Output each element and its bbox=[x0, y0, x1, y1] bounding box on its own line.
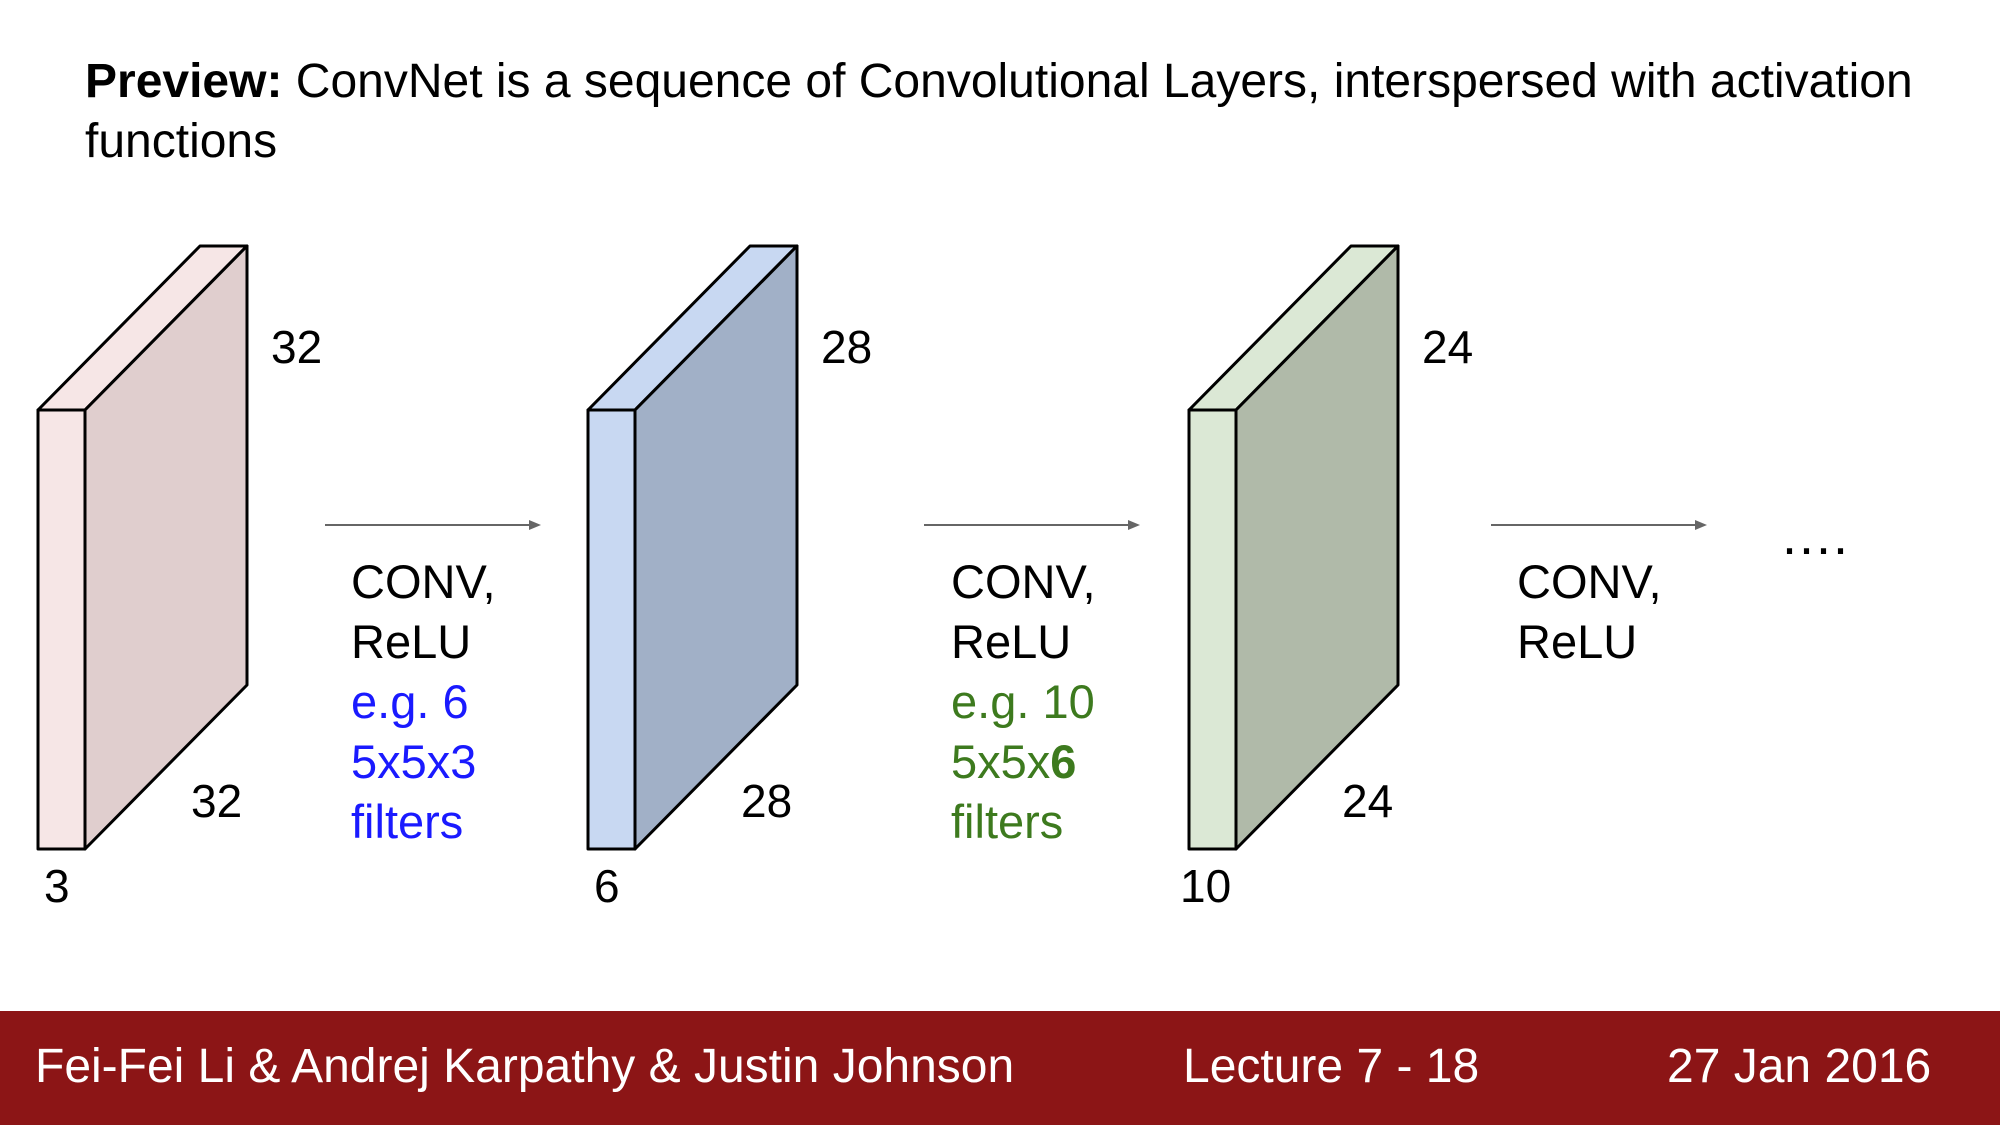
input-depth-label: 3 bbox=[44, 860, 70, 912]
conv1-volume-front bbox=[586, 408, 637, 851]
op3-line2: ReLU bbox=[1517, 615, 1638, 668]
op1-detail1: e.g. 6 bbox=[351, 675, 469, 728]
slide-heading: Preview: ConvNet is a sequence of Convol… bbox=[85, 52, 1915, 172]
arrow-1 bbox=[325, 520, 541, 530]
op2-detail3: filters bbox=[951, 795, 1064, 848]
operation-label-2: CONV, ReLU e.g. 10 5x5x6 filters bbox=[951, 552, 1096, 852]
arrow-2 bbox=[924, 520, 1140, 530]
op3-line1: CONV, bbox=[1517, 555, 1662, 608]
arrow-1-head bbox=[529, 520, 541, 530]
op2-detail2-text: 5x5x bbox=[951, 735, 1051, 788]
convnet-diagram bbox=[36, 244, 1707, 851]
conv1-height-label: 28 bbox=[821, 321, 873, 373]
conv2-depth-label: 10 bbox=[1180, 860, 1232, 912]
heading-text: ConvNet is a sequence of Convolutional L… bbox=[85, 55, 1913, 168]
conv2-width-label: 24 bbox=[1342, 775, 1394, 827]
heading-prefix: Preview: bbox=[85, 55, 283, 108]
op1-detail2-text: 5x5x3 bbox=[351, 735, 477, 788]
input-width-label: 32 bbox=[191, 775, 243, 827]
op1-detail2: 5x5x3 bbox=[351, 732, 496, 792]
footer-authors: Fei-Fei Li & Andrej Karpathy & Justin Jo… bbox=[35, 1040, 1015, 1093]
footer-lecture: Lecture 7 - 18 bbox=[1183, 1040, 1480, 1093]
conv2-height-label: 24 bbox=[1422, 321, 1474, 373]
op2-detail2-bold: 6 bbox=[1050, 735, 1077, 788]
op1-line2: ReLU bbox=[351, 615, 472, 668]
conv1-output-volume bbox=[586, 244, 799, 851]
continuation-ellipsis: .... bbox=[1782, 506, 1851, 566]
op2-line1: CONV, bbox=[951, 555, 1096, 608]
conv1-depth-label: 6 bbox=[594, 860, 620, 912]
conv1-width-label: 28 bbox=[741, 775, 793, 827]
op2-detail1: e.g. 10 bbox=[951, 675, 1095, 728]
input-volume bbox=[36, 244, 249, 851]
footer-date: 27 Jan 2016 bbox=[1667, 1040, 1932, 1093]
conv2-volume-front bbox=[1187, 408, 1238, 851]
op2-detail2: 5x5x6 bbox=[951, 732, 1096, 792]
footer-bar: Fei-Fei Li & Andrej Karpathy & Justin Jo… bbox=[0, 1011, 2000, 1125]
arrow-3 bbox=[1491, 520, 1707, 530]
op1-detail3: filters bbox=[351, 795, 464, 848]
input-volume-front bbox=[36, 408, 87, 851]
arrow-3-head bbox=[1695, 520, 1707, 530]
conv2-output-volume bbox=[1187, 244, 1400, 851]
input-height-label: 32 bbox=[271, 321, 323, 373]
operation-label-3: CONV, ReLU bbox=[1517, 552, 1662, 672]
arrow-2-head bbox=[1128, 520, 1140, 530]
operation-label-1: CONV, ReLU e.g. 6 5x5x3 filters bbox=[351, 552, 496, 852]
op1-line1: CONV, bbox=[351, 555, 496, 608]
op2-line2: ReLU bbox=[951, 615, 1072, 668]
